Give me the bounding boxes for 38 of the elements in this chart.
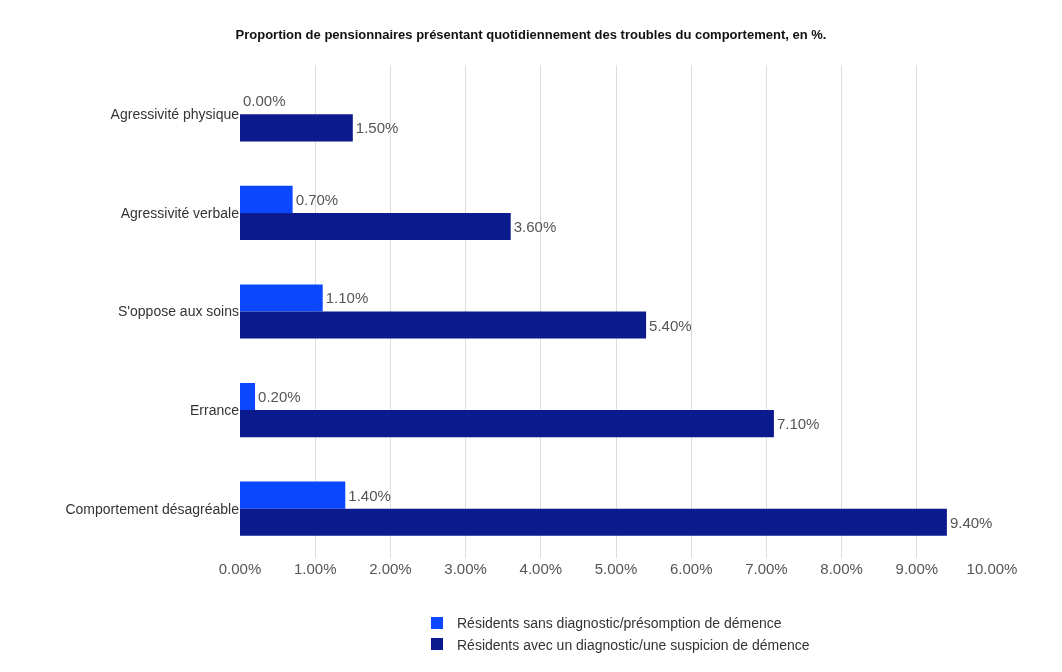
data-label: 3.60% (513, 217, 557, 235)
data-label: 5.40% (649, 316, 692, 334)
bar (240, 185, 293, 213)
bar (240, 382, 256, 411)
x-tick-label: 10.00% (966, 560, 1018, 577)
x-tick-label: 3.00% (444, 560, 487, 577)
data-label: 1.40% (348, 486, 391, 504)
x-tick-label: 7.00% (745, 560, 788, 577)
x-tick-label: 1.00% (293, 560, 337, 577)
legend-label: Résidents avec un diagnostic/une suspicion de démence (457, 636, 810, 653)
data-label: 0.70% (295, 190, 339, 208)
data-label: 7.10% (776, 415, 820, 433)
data-label: 0.00% (243, 92, 286, 110)
x-tick-label: 5.00% (594, 560, 638, 577)
x-tick-label: 6.00% (669, 560, 713, 577)
bar (240, 284, 323, 312)
x-tick-label: 4.00% (519, 560, 563, 577)
x-tick-label: 8.00% (820, 560, 863, 577)
data-label: 1.50% (355, 119, 399, 137)
bar (240, 311, 647, 339)
x-tick-label: 9.00% (895, 560, 939, 577)
data-label: 9.40% (949, 513, 993, 531)
bar (240, 114, 353, 142)
y-tick-label: Agressivité physique (110, 106, 240, 123)
y-tick-label: Agressivité verbale (120, 204, 240, 221)
data-label: 0.20% (258, 388, 301, 406)
data-label: 1.10% (325, 289, 369, 307)
chart-title: Proportion de pensionnaires présentant quotidiennement des troubles du comportement, en %. (235, 27, 827, 43)
bar (240, 481, 346, 509)
x-tick-label: 0.00% (218, 560, 262, 577)
y-tick-label: Errance (189, 402, 240, 418)
bar (240, 410, 774, 438)
bar (240, 508, 947, 536)
y-tick-label: Comportement désagréable (65, 500, 240, 517)
bar (240, 212, 511, 241)
y-tick-label: S'oppose aux soins (118, 303, 239, 320)
legend-label: Résidents sans diagnostic/présomption de démence (457, 615, 782, 632)
x-tick-label: 2.00% (369, 560, 412, 577)
